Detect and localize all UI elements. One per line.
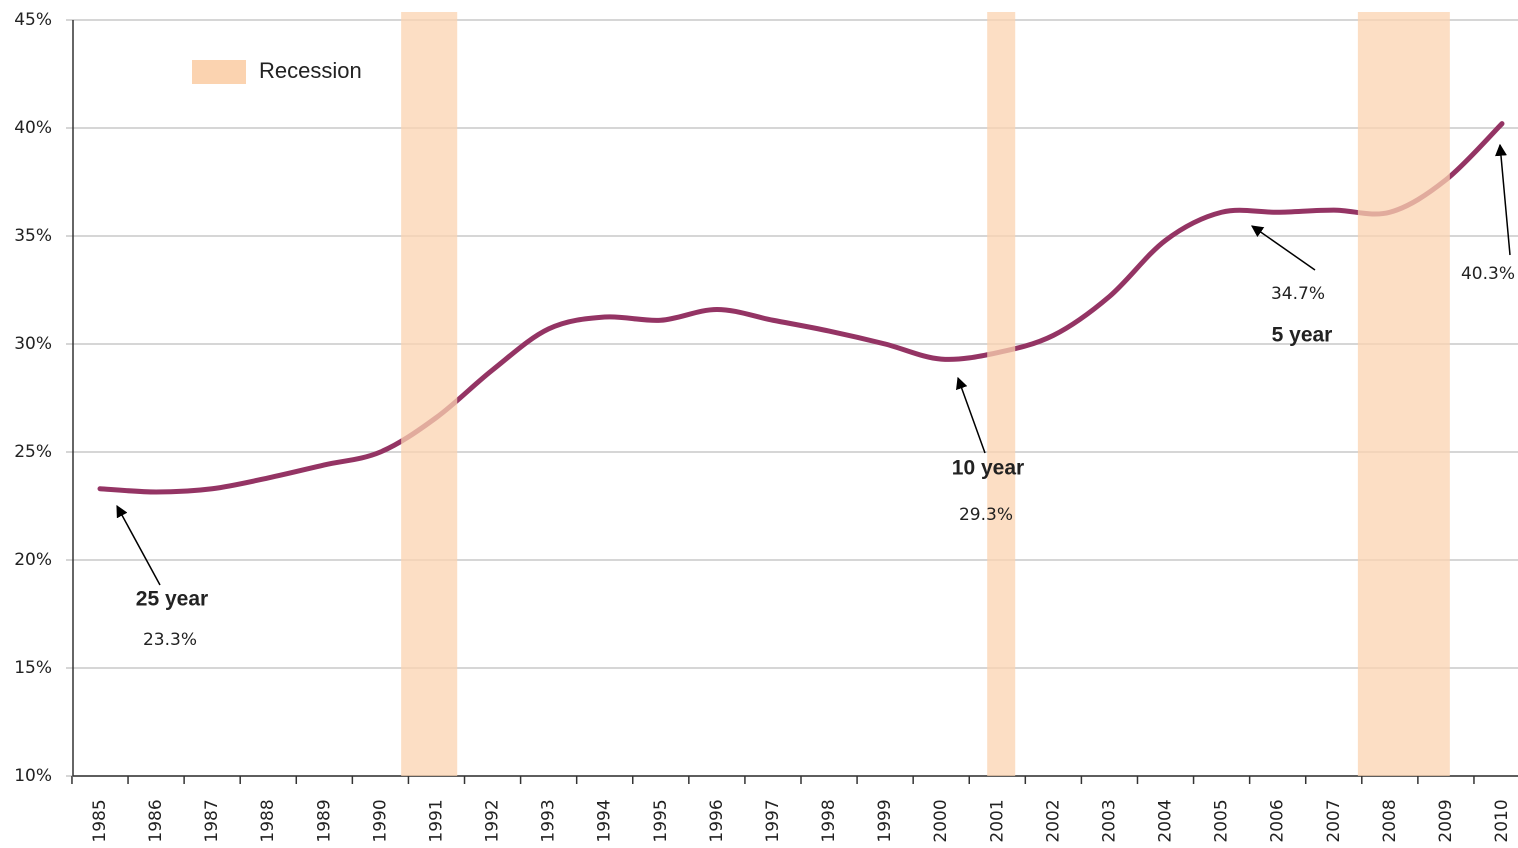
x-tick-label: 2006 [1268,799,1288,842]
x-tick-label: 1998 [819,799,839,842]
x-tick-label: 1995 [651,799,671,842]
y-tick-label: 30% [14,334,52,354]
legend-label: Recession [259,58,362,83]
annotation: 40.3% [1461,264,1515,284]
recession-band [1357,12,1450,776]
arrow [1495,143,1511,256]
annotation: 10 year [952,457,1024,480]
x-tick-label: 1986 [146,799,166,842]
x-tick-label: 2008 [1380,799,1400,842]
y-tick-label: 20% [14,550,52,570]
x-tick-label: 1988 [258,799,278,842]
arrow [1251,225,1316,271]
annotation: 23.3% [143,630,197,650]
annotation: 25 year [136,588,208,611]
legend-swatch [192,60,246,84]
x-tick-label: 1992 [483,799,503,842]
x-tick-label: 1990 [370,799,390,842]
arrow [956,376,986,454]
x-tick-label: 2005 [1212,799,1232,842]
line [97,121,1505,495]
y-tick-label: 45% [14,10,52,30]
y-tick-label: 15% [14,658,52,678]
x-tick-label: 1985 [90,799,110,842]
annotation: 34.7% [1271,284,1325,304]
arrow [116,504,161,586]
x-tick-label: 1997 [763,799,783,842]
x-tick-label: 2004 [1156,799,1176,842]
x-tick-label: 2002 [1043,799,1063,842]
y-tick-label: 40% [14,118,52,138]
x-tick-label: 1994 [595,799,615,842]
x-tick-label: 2000 [931,799,951,842]
x-tick-label: 2010 [1492,799,1512,842]
recession-band [401,12,458,776]
x-tick-label: 1999 [875,799,895,842]
annotation: 29.3% [959,505,1013,525]
x-tick-label: 1989 [314,799,334,842]
x-tick-label: 1993 [539,799,559,842]
recession-band [987,12,1016,776]
x-tick-label: 1987 [202,799,222,842]
y-tick-label: 10% [14,766,52,786]
y-tick-label: 25% [14,442,52,462]
x-tick-label: 1996 [707,799,727,842]
x-tick-label: 2009 [1436,799,1456,842]
x-tick-label: 2001 [987,799,1007,842]
annotation: 5 year [1272,324,1333,347]
x-tick-label: 1991 [426,799,446,842]
y-tick-label: 35% [14,226,52,246]
x-tick-label: 2007 [1324,799,1344,842]
x-tick-label: 2003 [1099,799,1119,842]
